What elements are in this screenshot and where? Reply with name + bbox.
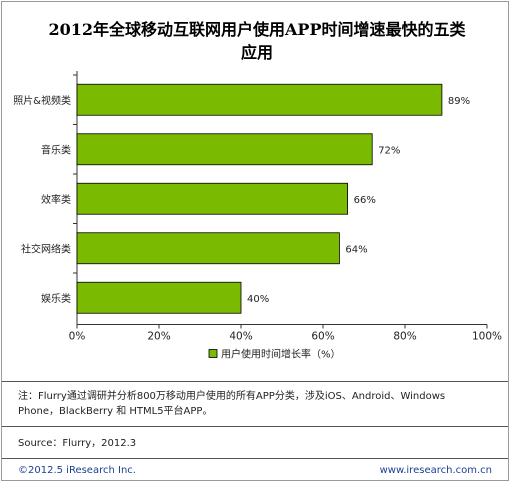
x-tick-label: 60% xyxy=(311,331,334,343)
footer-divider xyxy=(2,458,508,459)
x-tick-label: 20% xyxy=(147,331,170,343)
chart-title: 2012年全球移动互联网用户使用APP时间增速最快的五类应用 xyxy=(48,20,466,62)
legend-label: 用户使用时间增长率（%） xyxy=(221,348,341,361)
bar xyxy=(76,232,340,265)
legend-swatch xyxy=(208,349,218,358)
x-tick-label: 0% xyxy=(69,331,86,343)
category-label: 娱乐类 xyxy=(41,292,71,305)
bar-value-label: 66% xyxy=(354,195,376,206)
bar-value-label: 89% xyxy=(448,96,470,107)
category-label: 社交网络类 xyxy=(21,242,71,255)
chart-source: Source：Flurry，2012.3 xyxy=(18,438,137,449)
bar-value-label: 40% xyxy=(247,294,269,305)
x-tick-label: 100% xyxy=(472,331,502,343)
bar xyxy=(76,133,373,166)
footer-copyright: ©2012.5 iResearch Inc. xyxy=(18,465,136,476)
note-divider xyxy=(2,381,508,382)
bar-value-label: 72% xyxy=(378,145,400,156)
bar xyxy=(76,83,443,116)
category-label: 音乐类 xyxy=(41,143,71,156)
x-tick-label: 40% xyxy=(229,331,252,343)
bar-value-label: 64% xyxy=(345,244,367,255)
footer-website: www.iresearch.com.cn xyxy=(379,465,492,476)
bar-chart: 0% 20% 40% 60% 80% 100% 照片&视频类 89% 音乐类 72% 效率类 66% 社… xyxy=(13,71,502,361)
source-divider xyxy=(2,426,508,427)
category-label: 效率类 xyxy=(41,193,71,206)
category-label: 照片&视频类 xyxy=(13,94,71,107)
x-tick-label: 80% xyxy=(393,331,416,343)
chart-note: 注：Flurry通过调研并分析800万移动用户使用的所有APP分类，涉及iOS、… xyxy=(18,391,446,417)
bar xyxy=(76,281,242,314)
bar xyxy=(76,182,349,215)
